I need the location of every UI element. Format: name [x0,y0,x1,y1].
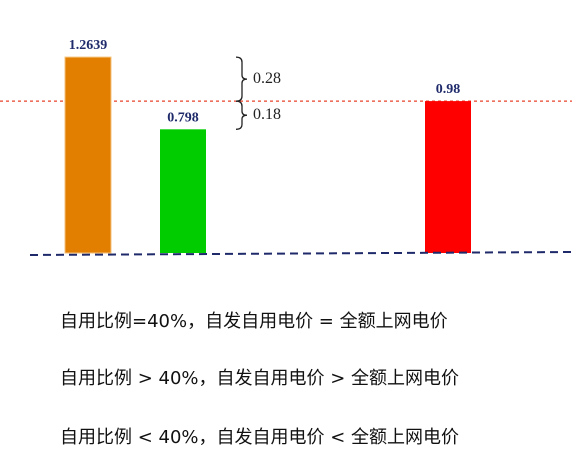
value-label: 1.2639 [69,38,108,53]
note: 自用比例 > 40%，自发自用电价 > 全额上网电价 [60,368,459,389]
note: 自用比例=40%，自发自用电价 = 全额上网电价 [60,311,448,332]
brace [235,100,248,130]
bar [425,101,471,253]
brace [235,56,248,102]
bar [64,56,112,254]
annotation: 0.28 [253,70,281,87]
bar [160,129,206,253]
value-label: 0.98 [436,82,461,97]
value-label: 0.798 [167,110,199,125]
annotation: 0.18 [253,106,281,123]
note: 自用比例 < 40%，自发自用电价 < 全额上网电价 [60,427,459,448]
